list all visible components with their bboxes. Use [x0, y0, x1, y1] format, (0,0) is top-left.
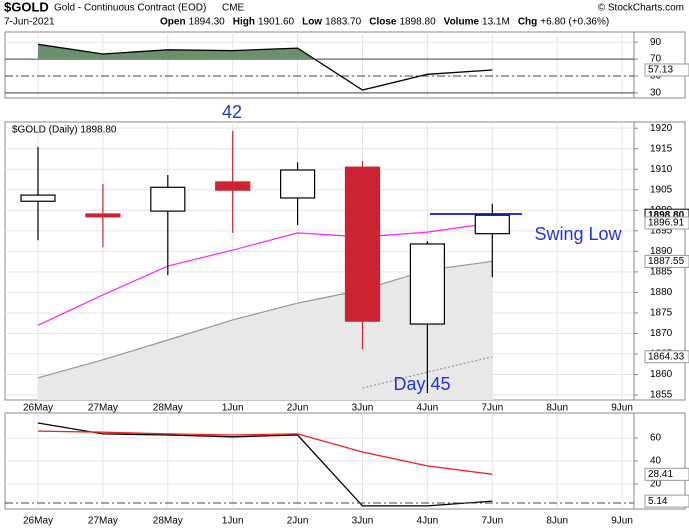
last-value-label: 1864.33	[648, 351, 685, 362]
x-tick-label: 28May	[153, 516, 183, 527]
last-value-label: 1898.80	[648, 210, 685, 221]
last-value-box	[644, 467, 689, 481]
y-tick-label: 1880	[650, 287, 673, 298]
candle-body	[85, 213, 121, 218]
y-tick-label: 1905	[650, 184, 673, 195]
annotation: Day 45	[393, 374, 450, 394]
series-line	[37, 43, 493, 91]
candle-body	[215, 181, 251, 191]
candle-body	[280, 169, 316, 199]
last-value-box	[644, 216, 689, 230]
y-tick-label: 1920	[650, 123, 673, 134]
symbol: $GOLD	[4, 0, 49, 14]
instrument-name: Gold - Continuous Contract (EOD)	[54, 3, 206, 14]
y-tick-label: 60	[650, 433, 662, 444]
quote-label: Close	[369, 17, 397, 28]
y-tick-label: 1890	[650, 246, 673, 257]
quote-value: 13.1M	[482, 17, 510, 28]
last-value-box	[644, 254, 689, 268]
quote-value: 1901.60	[258, 17, 295, 28]
x-tick-label: 27May	[88, 516, 118, 527]
legend: $GOLD (Daily) 1898.80	[12, 125, 117, 136]
y-tick-label: 1870	[650, 328, 673, 339]
x-tick-label: 7Jun	[481, 403, 503, 414]
x-tick-label: 4Jun	[417, 403, 439, 414]
x-tick-label: 3Jun	[352, 516, 374, 527]
y-tick-label: 1885	[650, 267, 673, 278]
last-value-box	[644, 63, 689, 77]
quote-value: +6.80 (+0.36%)	[540, 17, 609, 28]
candle-body	[150, 186, 186, 212]
x-tick-label: 3Jun	[352, 403, 374, 414]
quote-label: Open	[160, 17, 186, 28]
candle-body	[409, 243, 445, 325]
x-tick-label: 1Jun	[222, 403, 244, 414]
x-tick-label: 26May	[23, 403, 53, 414]
candle-body	[344, 166, 381, 322]
quote-value: 1898.80	[399, 17, 436, 28]
quote: Open 1894.30 High 1901.60 Low 1883.70 Close 189…	[160, 17, 609, 28]
annotation: Swing Low	[534, 224, 622, 244]
x-tick-label: 8Jun	[546, 403, 568, 414]
x-tick-label: 9Jun	[611, 403, 633, 414]
x-tick-label: 4Jun	[417, 516, 439, 527]
y-tick-label: 1895	[650, 225, 673, 236]
last-value-label: 1896.91	[648, 218, 685, 229]
last-value-box	[644, 494, 689, 508]
x-tick-label: 2Jun	[287, 516, 309, 527]
quote-label: Volume	[444, 17, 480, 28]
y-tick-label: 1860	[650, 369, 673, 380]
x-tick-label: 28May	[153, 403, 183, 414]
x-tick-label: 1Jun	[222, 516, 244, 527]
copyright: © StockCharts.com	[598, 3, 684, 14]
y-tick-label: 1855	[650, 390, 673, 401]
candle-body	[474, 214, 510, 235]
quote-label: Low	[302, 17, 322, 28]
last-value-box	[644, 350, 689, 364]
last-value-label: 28.41	[648, 469, 673, 480]
y-tick-label: 40	[650, 456, 662, 467]
x-tick-label: 7Jun	[481, 516, 503, 527]
quote-value: 1883.70	[325, 17, 362, 28]
quote-label: Chg	[518, 17, 537, 28]
candle-body	[20, 194, 56, 202]
y-tick-label: 20	[650, 479, 662, 490]
series-line	[37, 422, 493, 507]
x-tick-label: 8Jun	[546, 516, 568, 527]
y-tick-label: 30	[650, 88, 662, 99]
last-value-label: 57.13	[648, 65, 673, 76]
y-tick-label: 1915	[650, 143, 673, 154]
x-tick-label: 27May	[88, 403, 118, 414]
x-tick-label: 2Jun	[287, 403, 309, 414]
exchange: CME	[222, 3, 245, 14]
quote-label: High	[233, 17, 255, 28]
last-value-label: 5.14	[648, 496, 668, 507]
overlay-line	[37, 222, 493, 326]
last-value-label: 1887.55	[648, 256, 685, 267]
date: 7-Jun-2021	[4, 17, 55, 28]
x-tick-label: 26May	[23, 516, 53, 527]
y-tick-label: 1875	[650, 308, 673, 319]
y-tick-label: 70	[650, 54, 662, 65]
quote-value: 1894.30	[189, 17, 226, 28]
annotation: 42	[222, 102, 242, 122]
fill-above	[38, 44, 493, 60]
x-tick-label: 9Jun	[611, 516, 633, 527]
y-tick-label: 90	[650, 37, 662, 48]
series-line	[37, 430, 493, 475]
y-tick-label: 1910	[650, 164, 673, 175]
